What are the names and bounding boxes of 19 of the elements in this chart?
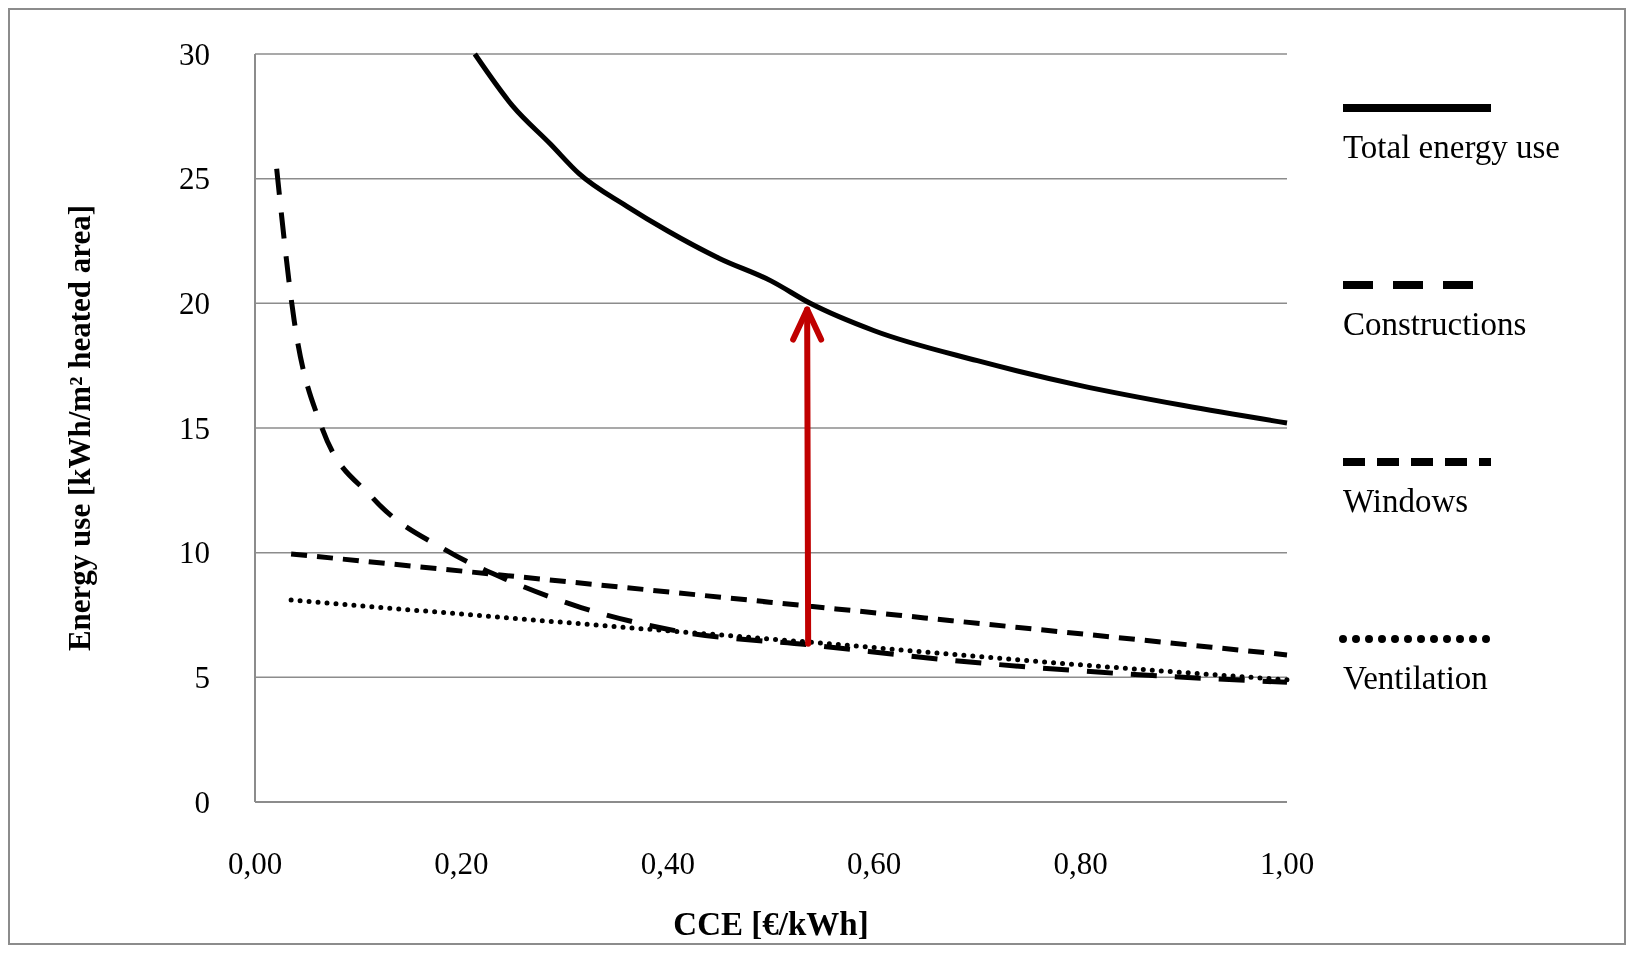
x-tick-label: 0,00 [227,846,283,881]
y-tick-label: 5 [194,659,210,695]
legend-label: Windows [1343,483,1469,519]
y-tick-label: 25 [179,161,210,197]
y-tick-label: 30 [179,36,210,72]
y-axis-title: Energy use [kWh/m² heated area] [62,204,97,652]
x-tick-label: 0,20 [434,846,489,881]
x-tick-label: 0,40 [640,846,695,881]
y-tick-label: 20 [179,285,210,321]
y-tick-label: 10 [179,535,210,571]
x-tick-label: 0,60 [847,846,902,881]
y-tick-label: 15 [179,410,210,446]
x-tick-label: 0,80 [1053,846,1108,881]
x-axis-title: CCE [€/kWh] [673,906,869,942]
legend-label: Total energy use [1343,129,1561,165]
y-tick-label: 0 [194,784,210,820]
legend-label: Ventilation [1343,660,1488,696]
legend-label: Constructions [1343,306,1527,342]
x-tick-label: 1,00 [1259,846,1315,881]
